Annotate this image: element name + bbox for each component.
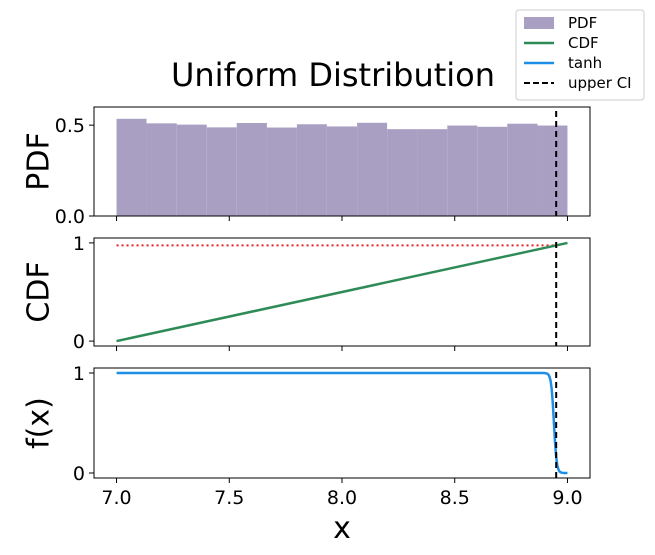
- y-tick-label: 0.5: [55, 115, 85, 137]
- histogram-bar: [236, 122, 267, 216]
- x-tick-label: 7.5: [214, 487, 244, 509]
- histogram-bar: [477, 126, 508, 216]
- legend-swatch: [524, 17, 554, 29]
- tanh-y-axis-label: f(x): [22, 397, 57, 449]
- x-tick-label: 9.0: [552, 487, 582, 509]
- tanh-line: [116, 371, 568, 475]
- legend-label: CDF: [568, 34, 599, 52]
- legend-label: PDF: [568, 14, 597, 32]
- histogram-bar: [296, 124, 327, 216]
- histogram-bar: [206, 127, 237, 216]
- tanh-panel: 0 1 7.0 7.5 8.0 8.5 9.0 f(x): [22, 363, 591, 509]
- x-tick-label: 8.0: [327, 487, 357, 509]
- legend-label: tanh: [568, 54, 602, 72]
- y-tick-label: 1: [73, 233, 85, 255]
- histogram-bar: [146, 123, 177, 216]
- histogram-bar: [387, 129, 418, 216]
- histogram-bar: [116, 118, 147, 216]
- histogram-bar: [537, 125, 568, 216]
- y-tick-label: 1: [73, 363, 85, 385]
- histogram-bar: [447, 125, 478, 216]
- legend-frame: [515, 9, 645, 101]
- chart-title: Uniform Distribution: [171, 56, 495, 94]
- histogram-bar: [326, 126, 358, 216]
- histogram-bar: [176, 124, 207, 216]
- legend: PDF CDF tanh upper CI: [515, 9, 645, 101]
- y-tick-label: 0: [73, 331, 85, 353]
- y-tick-label: 0.0: [55, 206, 85, 228]
- cdf-line: [116, 241, 568, 343]
- x-tick-label: 8.5: [440, 487, 470, 509]
- histogram-bar: [417, 129, 448, 216]
- plot-frame: [93, 367, 591, 479]
- x-axis-label: x: [333, 511, 351, 546]
- x-tick-label: 7.0: [101, 487, 131, 509]
- pdf-y-axis-label: PDF: [22, 132, 57, 190]
- y-tick-label: 0: [73, 463, 85, 485]
- histogram-bar: [357, 122, 388, 216]
- histogram-bar: [507, 123, 538, 216]
- histogram-bar: [266, 127, 297, 216]
- legend-label: upper CI: [568, 74, 632, 92]
- cdf-y-axis-label: CDF: [22, 261, 57, 322]
- cdf-panel: 0 1 CDF: [22, 233, 591, 353]
